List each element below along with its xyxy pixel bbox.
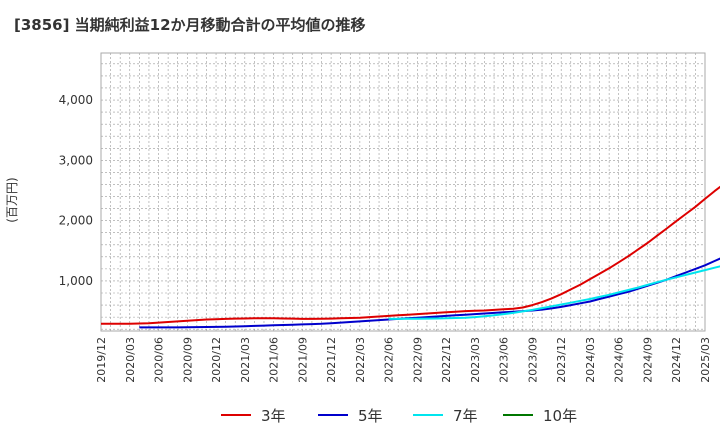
series-line-5年 bbox=[139, 257, 720, 329]
x-tick-label: 2024/03 bbox=[584, 337, 597, 383]
series-line-7年 bbox=[388, 265, 720, 320]
x-tick-label: 2023/12 bbox=[555, 337, 568, 383]
legend-item: 3年 bbox=[221, 402, 286, 428]
series-layer bbox=[101, 185, 720, 329]
x-tick-label: 2021/03 bbox=[239, 337, 252, 383]
x-tick-labels: 2019/12 2020/03 2020/06 2020/09 2020/12 2021/… bbox=[95, 337, 712, 383]
series-line-3年 bbox=[101, 185, 720, 325]
x-tick-label: 2022/06 bbox=[383, 337, 396, 383]
x-tick-label: 2023/06 bbox=[498, 337, 511, 383]
x-tick-label: 2022/09 bbox=[411, 337, 424, 383]
x-tick-label: 2020/06 bbox=[153, 337, 166, 383]
legend: 3年 5年 7年 10年 bbox=[0, 402, 720, 428]
x-tick-label: 2024/06 bbox=[613, 337, 626, 383]
legend-item: 7年 bbox=[413, 402, 478, 428]
y-tick-labels: 1,000 2,000 3,000 4,000 bbox=[59, 93, 93, 288]
legend-item: 10年 bbox=[503, 402, 577, 428]
chart-title: [3856] 当期純利益12か月移動合計の平均値の推移 bbox=[14, 16, 366, 34]
legend-swatch bbox=[318, 414, 348, 416]
legend-item: 5年 bbox=[318, 402, 383, 428]
x-tick-label: 2020/12 bbox=[210, 337, 223, 383]
y-tick-label: 4,000 bbox=[59, 93, 93, 107]
x-tick-label: 2021/06 bbox=[268, 337, 281, 383]
x-tick-label: 2025/03 bbox=[699, 337, 712, 383]
x-tick-label: 2024/12 bbox=[670, 337, 683, 383]
x-tick-label: 2024/09 bbox=[641, 337, 654, 383]
grid-layer bbox=[100, 53, 706, 331]
y-tick-label: 2,000 bbox=[59, 214, 93, 228]
y-tick-label: 1,000 bbox=[59, 274, 93, 288]
x-tick-label: 2022/03 bbox=[354, 337, 367, 383]
legend-label: 10年 bbox=[543, 406, 578, 425]
x-tick-label: 2023/09 bbox=[526, 337, 539, 383]
x-tick-label: 2020/09 bbox=[181, 337, 194, 383]
x-tick-label: 2021/09 bbox=[296, 337, 309, 383]
legend-swatch bbox=[503, 414, 533, 416]
x-tick-label: 2023/03 bbox=[469, 337, 482, 383]
legend-label: 3年 bbox=[261, 406, 286, 425]
legend-swatch bbox=[221, 414, 251, 416]
legend-label: 5年 bbox=[358, 406, 383, 425]
y-axis-label: (百万円) bbox=[5, 177, 19, 222]
legend-swatch bbox=[413, 414, 443, 416]
x-tick-label: 2021/12 bbox=[325, 337, 338, 383]
legend-label: 7年 bbox=[453, 406, 478, 425]
plot-frame bbox=[100, 52, 706, 332]
x-tick-label: 2022/12 bbox=[440, 337, 453, 383]
y-tick-label: 3,000 bbox=[59, 153, 93, 167]
x-tick-label: 2020/03 bbox=[124, 337, 137, 383]
x-tick-label: 2019/12 bbox=[95, 337, 108, 383]
